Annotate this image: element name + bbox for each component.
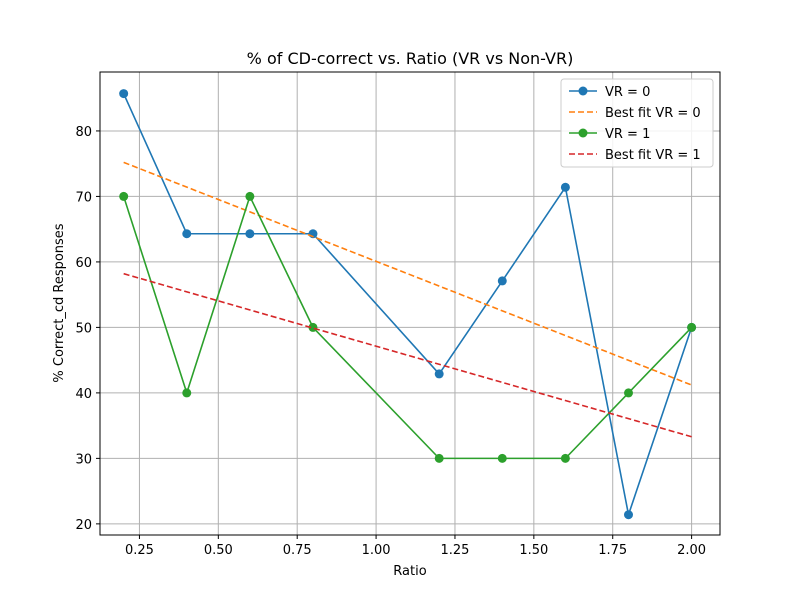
data-point-vr-1 <box>687 322 697 332</box>
series-line-best-fit-vr-0 <box>123 161 692 386</box>
data-point-vr-1 <box>308 322 318 332</box>
x-tick-label: 0.25 <box>125 543 154 558</box>
legend-label: Best fit VR = 1 <box>605 148 701 163</box>
y-tick-label: 40 <box>75 387 92 402</box>
legend-item-best-fit-vr-0: Best fit VR = 0 <box>569 106 701 121</box>
data-point-vr-1 <box>497 453 507 463</box>
x-tick-label: 0.50 <box>204 543 233 558</box>
data-point-vr-1 <box>245 191 255 201</box>
y-tick-label: 80 <box>75 125 92 140</box>
data-point-vr-1 <box>560 453 570 463</box>
series-best-fit-vr-0 <box>123 161 692 386</box>
legend-box <box>560 78 714 168</box>
y-tick-label: 50 <box>75 321 92 336</box>
y-tick-label: 30 <box>75 452 92 467</box>
plot-frame <box>99 71 721 536</box>
x-tick-label: 2.00 <box>677 543 706 558</box>
data-point-vr-0 <box>497 276 507 286</box>
data-point-vr-0 <box>560 182 570 192</box>
x-tick-label: 0.75 <box>283 543 312 558</box>
data-point-vr-1 <box>434 453 444 463</box>
data-point-vr-0 <box>119 89 129 99</box>
x-tick-label: 1.25 <box>440 543 469 558</box>
y-tick-label: 70 <box>75 190 92 205</box>
legend-marker <box>578 128 588 138</box>
data-point-vr-1 <box>119 191 129 201</box>
data-point-vr-1 <box>623 388 633 398</box>
legend-marker <box>578 86 588 96</box>
series-vr-1 <box>119 191 697 463</box>
series-layer <box>119 89 697 520</box>
series-vr-0 <box>119 89 697 520</box>
x-tick-label: 1.75 <box>598 543 627 558</box>
legend-label: VR = 1 <box>605 127 650 142</box>
data-point-vr-0 <box>182 229 192 239</box>
legend-item-best-fit-vr-1: Best fit VR = 1 <box>569 148 701 163</box>
chart-title: % of CD-correct vs. Ratio (VR vs Non-VR) <box>247 49 574 68</box>
data-point-vr-0 <box>245 229 255 239</box>
y-axis-label: % Correct_cd Responses <box>52 223 67 382</box>
legend-label: VR = 0 <box>605 85 650 100</box>
x-tick-label: 1.50 <box>519 543 548 558</box>
y-tick-label: 60 <box>75 256 92 271</box>
data-point-vr-0 <box>623 510 633 520</box>
legend: VR = 0 Best fit VR = 0 VR = 1 Best fit VR =… <box>560 78 714 168</box>
data-point-vr-0 <box>434 369 444 379</box>
y-tick-label: 20 <box>75 518 92 533</box>
x-axis-label: Ratio <box>393 564 426 579</box>
x-tick-label: 1.00 <box>362 543 391 558</box>
data-point-vr-1 <box>182 388 192 398</box>
x-axis: 0.25 0.50 0.75 1.00 1.25 1.50 1.75 2.00 <box>125 535 706 558</box>
legend-item-vr-0: VR = 0 <box>569 85 650 100</box>
y-axis: 20 30 40 50 60 70 80 <box>75 125 100 533</box>
legend-label: Best fit VR = 0 <box>605 106 701 121</box>
legend-item-vr-1: VR = 1 <box>569 127 650 142</box>
